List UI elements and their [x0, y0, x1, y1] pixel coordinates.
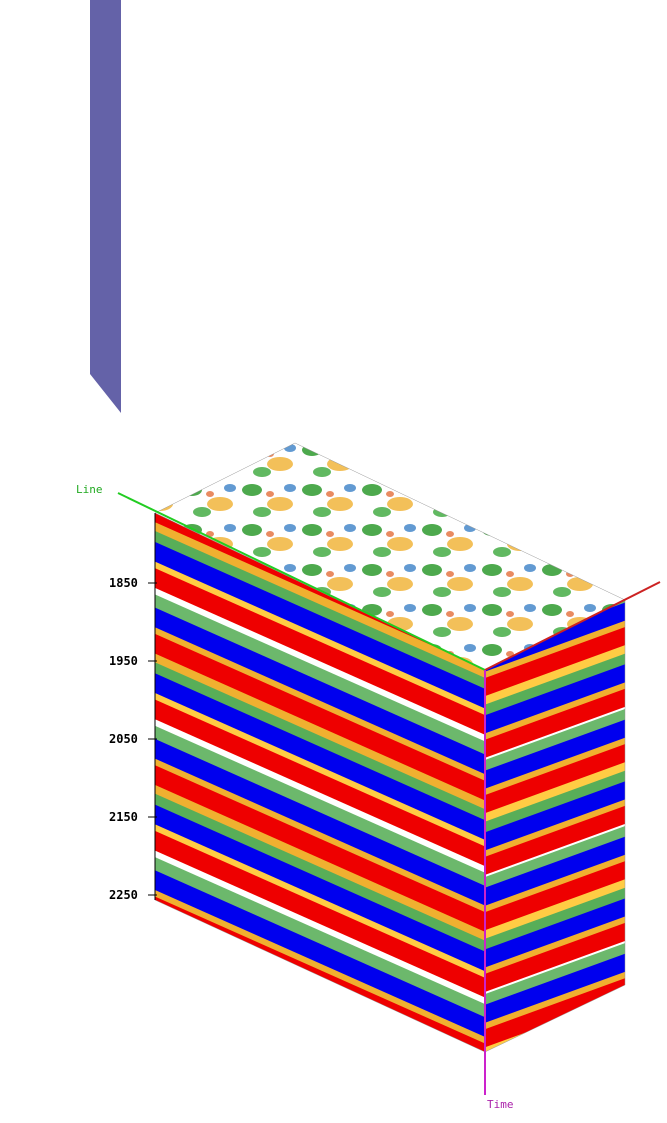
time-tick-label: 2150 — [109, 810, 138, 824]
accent-bar-shape — [90, 0, 121, 413]
time-axis-label: Time — [487, 1098, 514, 1111]
line-axis-label: Line — [76, 483, 103, 496]
time-tick-label: 2050 — [109, 732, 138, 746]
time-tick-label: 1950 — [109, 654, 138, 668]
cube-side-face — [484, 599, 626, 1053]
time-tick-label: 2250 — [109, 888, 138, 902]
accent-bar — [90, 0, 121, 413]
line-axis — [117, 492, 486, 671]
time-tick-label: 1850 — [109, 576, 138, 590]
crossline-axis — [484, 581, 661, 671]
